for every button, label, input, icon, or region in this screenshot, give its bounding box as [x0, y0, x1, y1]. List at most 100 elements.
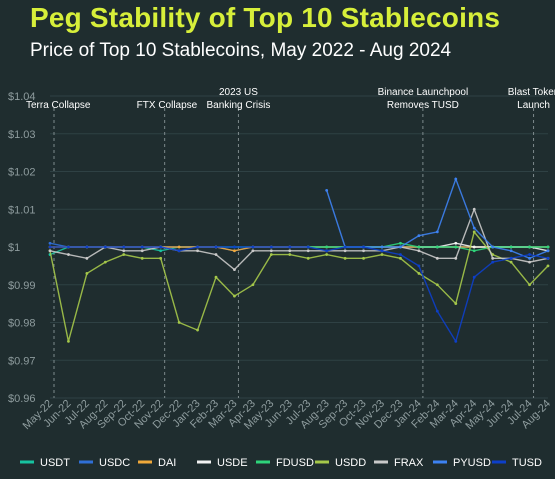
data-point-usdd: [177, 321, 181, 324]
data-point-tusd: [325, 249, 329, 253]
data-point-tusd: [343, 245, 347, 249]
data-point-frax: [417, 249, 421, 253]
data-point-usdd: [251, 283, 255, 287]
data-point-usdd: [399, 256, 402, 260]
y-tick-label: $1.01: [8, 204, 36, 216]
data-point-usdd: [417, 272, 421, 275]
data-point-frax: [140, 249, 144, 253]
event-label: 2023 US: [219, 87, 258, 98]
y-tick-label: $0.98: [8, 318, 36, 330]
data-point-usde: [472, 245, 476, 249]
data-point-tusd: [85, 245, 89, 249]
data-point-frax: [288, 249, 292, 253]
data-point-tusd: [269, 245, 273, 249]
data-point-frax: [472, 207, 476, 211]
data-point-tusd: [122, 245, 126, 249]
data-point-usdd: [380, 253, 384, 256]
data-point-pyusd: [509, 249, 513, 253]
data-point-pyusd: [417, 234, 421, 238]
data-point-frax: [233, 268, 236, 272]
page-title: Peg Stability of Top 10 Stablecoins: [30, 2, 501, 33]
data-point-fdusd: [325, 245, 329, 249]
data-point-tusd: [177, 249, 181, 253]
data-point-usdd: [306, 256, 310, 260]
data-point-usdd: [214, 275, 218, 279]
data-point-frax: [491, 256, 495, 260]
y-tick-label: $0.97: [8, 355, 36, 367]
data-point-tusd: [362, 245, 365, 249]
y-tick-label: $1: [8, 242, 20, 254]
data-point-tusd: [196, 245, 199, 249]
data-point-usdd: [362, 256, 365, 260]
data-point-frax: [122, 249, 126, 253]
data-point-usde: [454, 241, 458, 245]
data-point-frax: [454, 256, 458, 260]
legend-label-fdusd: FDUSD: [276, 457, 314, 469]
data-point-dai: [233, 249, 236, 253]
legend-label-usde: USDE: [217, 457, 248, 469]
data-point-frax: [48, 249, 52, 253]
y-tick-label: $1.04: [8, 91, 36, 103]
data-point-tusd: [509, 256, 513, 260]
data-point-tusd: [528, 253, 531, 256]
data-point-usdd: [454, 302, 458, 306]
data-point-tusd: [546, 256, 550, 260]
data-point-tusd: [435, 309, 439, 313]
data-point-usdd: [196, 328, 199, 332]
event-label: Banking Crisis: [206, 100, 270, 111]
legend-label-tusd: TUSD: [512, 457, 542, 469]
legend-label-usdd: USDD: [335, 457, 366, 469]
data-point-usdd: [67, 339, 70, 343]
data-point-frax: [251, 249, 255, 253]
legend-label-dai: DAI: [158, 457, 176, 469]
data-point-usdd: [343, 256, 347, 260]
legend-label-frax: FRAX: [394, 457, 424, 469]
data-point-pyusd: [380, 245, 384, 249]
data-point-pyusd: [546, 249, 550, 253]
series-line-frax: [49, 207, 549, 271]
data-point-frax: [67, 253, 70, 256]
data-point-usdd: [472, 230, 476, 234]
data-point-usdd: [288, 253, 292, 256]
event-label: Removes TUSD: [387, 100, 459, 111]
legend-label-usdt: USDT: [40, 457, 70, 469]
data-point-fdusd: [528, 245, 531, 249]
event-label: Launch: [517, 100, 550, 111]
data-point-frax: [362, 249, 365, 253]
series-line-usdd: [49, 230, 549, 342]
data-point-fdusd: [435, 245, 439, 249]
data-point-fdusd: [509, 245, 513, 249]
data-point-tusd: [454, 339, 458, 343]
page-subtitle: Price of Top 10 Stablecoins, May 2022 - …: [30, 40, 452, 61]
data-point-tusd: [288, 245, 292, 249]
data-point-tusd: [140, 245, 144, 249]
y-tick-label: $1.03: [8, 129, 36, 141]
data-point-frax: [306, 249, 310, 253]
data-point-tusd: [214, 245, 218, 249]
legend-label-usdc: USDC: [99, 457, 130, 469]
data-point-frax: [85, 256, 89, 260]
data-point-fdusd: [399, 241, 402, 245]
data-point-usdd: [509, 260, 513, 264]
series-line-tusd: [50, 246, 549, 344]
y-tick-label: $0.96: [8, 393, 36, 405]
data-point-usdt: [159, 249, 163, 253]
data-point-dai: [177, 245, 181, 249]
data-point-tusd: [399, 253, 402, 256]
data-point-tusd: [233, 245, 236, 249]
event-label: Terra Collapse: [26, 100, 91, 111]
data-point-usdd: [103, 260, 107, 264]
data-point-usdd: [546, 264, 550, 268]
data-point-usdd: [435, 283, 439, 287]
data-point-usdd: [140, 256, 144, 260]
data-point-tusd: [103, 245, 107, 249]
data-point-tusd: [380, 249, 384, 253]
data-point-usdd: [85, 272, 89, 275]
data-point-fdusd: [546, 245, 550, 249]
y-tick-label: $1.02: [8, 167, 36, 179]
data-point-pyusd: [472, 226, 476, 230]
event-label: Binance Launchpool: [378, 87, 469, 98]
legend-label-pyusd: PYUSD: [453, 457, 491, 469]
data-point-tusd: [48, 245, 52, 249]
